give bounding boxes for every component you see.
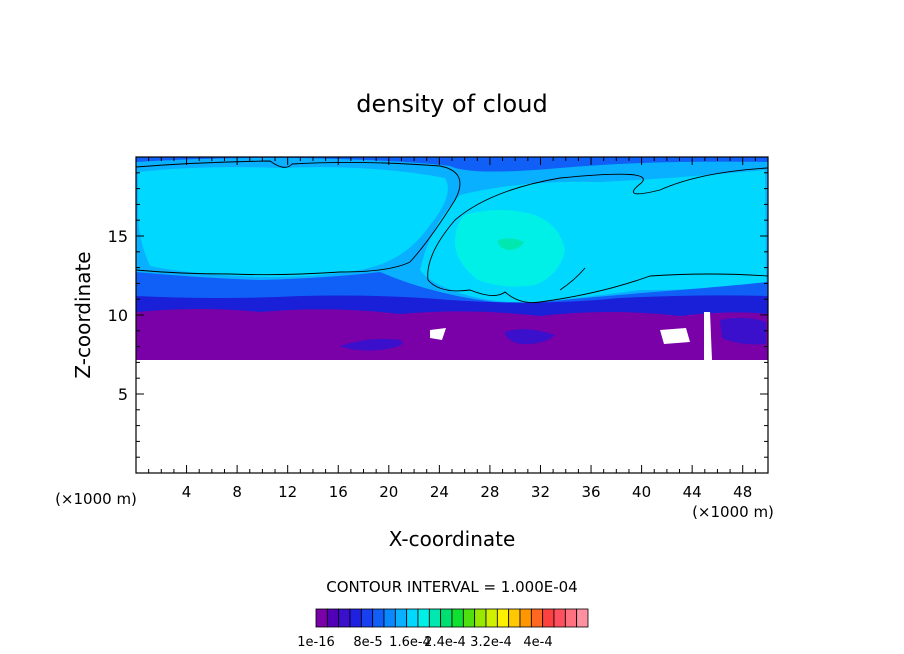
colorbar-label: 2.4e-4 — [424, 635, 466, 650]
colorbar-swatch — [542, 608, 555, 628]
colorbar-swatch — [360, 608, 374, 628]
colorbar-labels: 1e-16 8e-5 1.6e-42.4e-4 3.2e-4 4e-4 — [297, 635, 552, 650]
colorbar-swatch — [349, 608, 362, 628]
colorbar-swatch — [406, 608, 419, 628]
y-tick-label: 5 — [118, 385, 128, 404]
colorbar-label: 4e-4 — [523, 635, 552, 650]
region-gap — [660, 328, 690, 344]
colorbar-label: 3.2e-4 — [470, 635, 512, 650]
colorbar-swatch — [474, 608, 487, 628]
y-unit-label: (×1000 m) — [55, 490, 137, 508]
x-tick-label: 24 — [430, 483, 449, 501]
colorbar-label: 1e-16 — [297, 635, 335, 650]
region-base-streak — [720, 317, 766, 345]
x-tick-label: 20 — [379, 483, 398, 501]
colorbar-swatch — [315, 608, 328, 628]
x-tick-label: 48 — [733, 483, 752, 501]
colorbar-swatch — [462, 608, 476, 628]
contour-line — [559, 267, 586, 291]
x-axis: 4 8 12 16 20 24 28 32 36 40 44 48 — [148, 157, 756, 501]
region-core-peak — [498, 238, 524, 250]
x-tick-label: 32 — [531, 483, 550, 501]
x-tick-label: 16 — [329, 483, 348, 501]
region-cloud-base — [136, 309, 768, 360]
colorbar — [315, 608, 589, 628]
contour-line — [427, 167, 768, 303]
y-axis: 5 10 15 — [108, 172, 768, 458]
y-tick-label: 15 — [108, 227, 128, 246]
x-unit-label: (×1000 m) — [692, 503, 774, 521]
region-base-streak — [340, 338, 403, 351]
x-axis-label: X-coordinate — [389, 527, 516, 551]
contour-line — [136, 160, 461, 276]
colorbar-swatch — [496, 608, 510, 628]
plot-area — [136, 157, 768, 473]
region-gap — [430, 328, 446, 340]
colorbar-swatch — [440, 608, 453, 628]
x-tick-label: 44 — [683, 483, 702, 501]
colorbar-swatch — [508, 608, 521, 628]
region-top-band — [136, 157, 768, 172]
x-tick-label: 8 — [232, 483, 242, 501]
x-tick-label: 28 — [480, 483, 499, 501]
x-tick-label: 4 — [182, 483, 192, 501]
colorbar-swatch — [394, 608, 408, 628]
colorbar-swatch — [338, 608, 351, 628]
y-axis-label: Z-coordinate — [71, 251, 95, 378]
colorbar-swatch — [576, 608, 589, 628]
region-base-streak — [505, 329, 555, 345]
region-upper-cyan-left — [138, 167, 448, 278]
colorbar-swatch — [428, 608, 442, 628]
colorbar-swatch — [451, 608, 464, 628]
x-tick-label: 12 — [278, 483, 297, 501]
colorbar-label: 1.6e-4 — [389, 635, 431, 650]
colorbar-swatch — [417, 608, 430, 628]
x-tick-label: 36 — [581, 483, 600, 501]
colorbar-swatch — [326, 608, 340, 628]
colorbar-swatch — [553, 608, 566, 628]
chart-title: density of cloud — [356, 90, 547, 118]
colorbar-swatch — [485, 608, 498, 628]
colorbar-swatch — [564, 608, 578, 628]
colorbar-swatch — [530, 608, 544, 628]
region-gap — [704, 312, 712, 360]
colorbar-swatch — [372, 608, 385, 628]
contour-interval-text: CONTOUR INTERVAL = 1.000E-04 — [326, 578, 577, 596]
y-tick-label: 10 — [108, 306, 128, 325]
colorbar-swatch — [383, 608, 396, 628]
colorbar-swatch — [519, 608, 532, 628]
x-tick-label: 40 — [632, 483, 651, 501]
colorbar-label: 8e-5 — [353, 635, 382, 650]
